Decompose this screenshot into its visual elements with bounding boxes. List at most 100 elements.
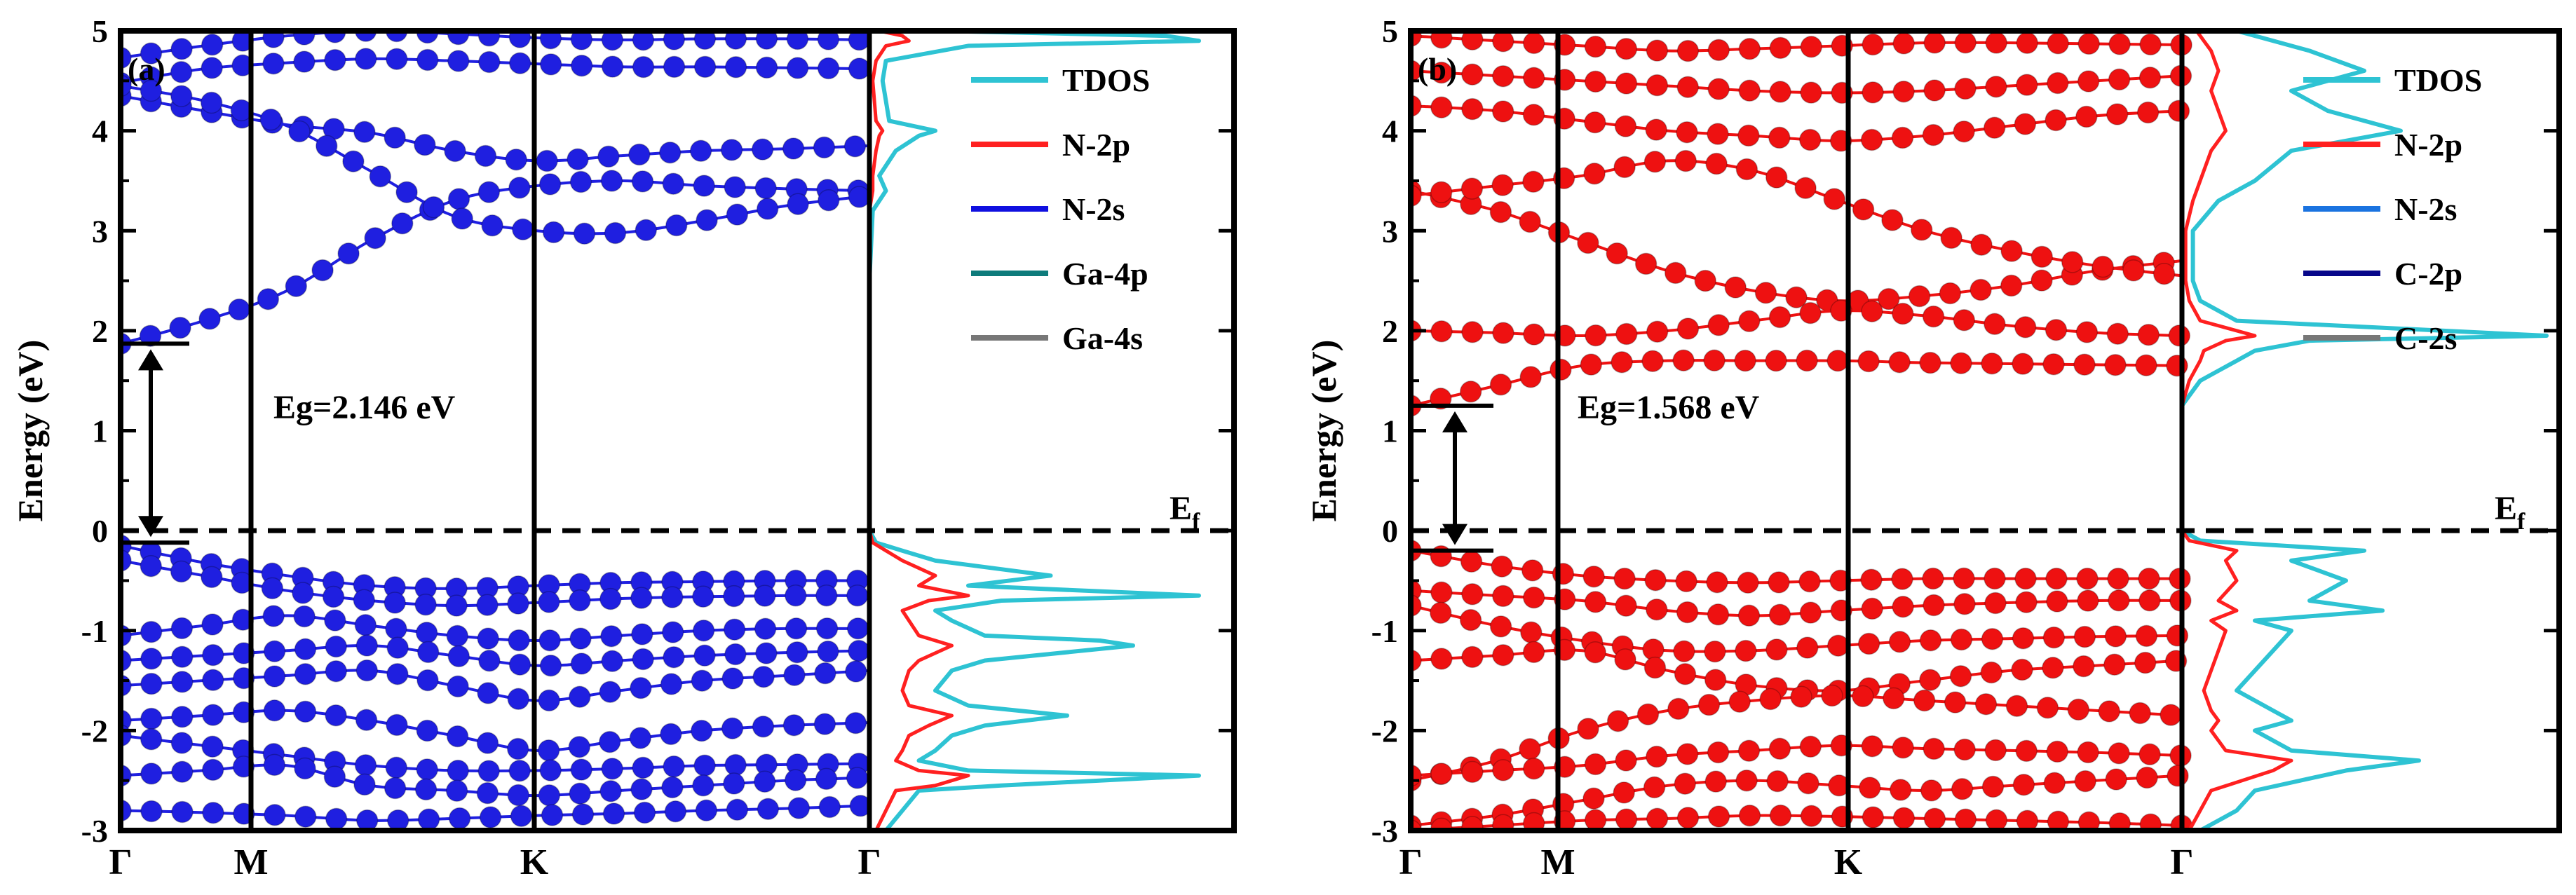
band-point xyxy=(757,798,780,821)
y-axis-title: Energy (eV) xyxy=(1304,340,1343,522)
band-point xyxy=(1862,806,1885,828)
band-point xyxy=(202,643,224,667)
band-point xyxy=(1646,320,1669,343)
legend-label: N-2p xyxy=(2394,127,2462,163)
band-point xyxy=(477,682,499,704)
band-point xyxy=(1606,709,1629,732)
band-point xyxy=(538,591,560,613)
band-point xyxy=(1954,32,1977,54)
band-point xyxy=(1707,39,1730,62)
kpoint-label: K xyxy=(1834,842,1863,882)
band-point xyxy=(2014,316,2037,339)
band-point xyxy=(1737,739,1761,763)
band-point xyxy=(1951,778,1974,800)
band-point xyxy=(386,809,409,831)
band-point xyxy=(1460,550,1483,573)
band-point xyxy=(2136,101,2160,124)
band-point xyxy=(1981,352,2003,375)
band-point xyxy=(1643,776,1666,799)
band-point xyxy=(2135,624,2158,648)
band-point xyxy=(2098,700,2120,723)
band-point xyxy=(2014,113,2037,135)
band-point xyxy=(1983,116,2006,139)
band-point xyxy=(1857,350,1880,373)
band-point xyxy=(446,624,469,648)
band-point xyxy=(2138,567,2160,590)
band-point xyxy=(1491,555,1513,578)
band-point xyxy=(2016,32,2038,55)
band-point xyxy=(508,759,531,782)
band-point xyxy=(815,767,838,791)
band-point xyxy=(355,634,379,657)
band-point xyxy=(1492,759,1514,781)
band-point xyxy=(324,609,346,631)
band-point xyxy=(663,55,686,78)
band-point xyxy=(369,165,392,188)
band-point xyxy=(1704,669,1727,691)
y-tick-label: -1 xyxy=(81,613,108,649)
band-point xyxy=(630,587,653,609)
band-point xyxy=(724,31,747,50)
band-point xyxy=(140,79,163,102)
band-point xyxy=(1704,640,1726,663)
panel-label: (b) xyxy=(1418,51,1457,87)
band-point xyxy=(140,42,163,64)
band-point xyxy=(1738,38,1761,60)
band-point xyxy=(1646,745,1668,768)
band-point xyxy=(1707,805,1730,828)
band-point xyxy=(1892,80,1915,103)
gap-arrow-head-down xyxy=(1442,524,1467,545)
band-point xyxy=(1519,210,1541,233)
band-point xyxy=(689,139,712,163)
band-point xyxy=(201,566,223,589)
band-point xyxy=(447,31,470,46)
band-point xyxy=(1754,282,1777,304)
band-point xyxy=(505,148,527,171)
band-point xyxy=(537,739,560,762)
band-point xyxy=(845,660,867,683)
band-point xyxy=(665,214,688,237)
band-point xyxy=(2014,567,2037,590)
band-point xyxy=(755,31,778,50)
band-point xyxy=(1461,31,1484,51)
band-point xyxy=(1734,349,1756,372)
band-point xyxy=(1892,32,1915,55)
band-point xyxy=(813,713,836,735)
band-point xyxy=(263,665,286,688)
band-point xyxy=(1826,349,1849,372)
band-point xyxy=(598,730,621,753)
band-point xyxy=(1674,772,1697,795)
y-tick-label: -3 xyxy=(81,813,108,849)
legend-label: N-2p xyxy=(1062,127,1130,163)
band-point xyxy=(1522,812,1545,831)
band-point xyxy=(846,617,869,640)
band-point xyxy=(2107,567,2129,590)
kpoint-label: K xyxy=(520,842,549,882)
legend-label: Ga-4s xyxy=(1062,320,1143,356)
band-point xyxy=(1796,636,1819,659)
band-point xyxy=(2108,812,2131,831)
band-point xyxy=(316,135,338,157)
band-point xyxy=(476,594,499,616)
band-point xyxy=(2103,653,2126,676)
band-point xyxy=(538,629,561,652)
band-point xyxy=(541,804,564,826)
panel-b: -3 -2 -1 0 1 2 3 4 5 Γ M K Γ Energy (eV) (b) Ef Eg=1.568… xyxy=(1304,13,2562,882)
band-point xyxy=(171,706,194,728)
band-point xyxy=(1939,282,1962,305)
band-point xyxy=(2047,32,2069,55)
band-point xyxy=(1953,567,1975,590)
band-point xyxy=(1765,638,1788,661)
band-point xyxy=(570,653,593,675)
band-point xyxy=(384,126,406,149)
band-point xyxy=(1492,585,1514,608)
band-point xyxy=(726,203,749,226)
y-tick-label: 2 xyxy=(1382,313,1398,349)
band-point xyxy=(1919,669,1941,691)
band-point xyxy=(539,759,562,781)
band-point xyxy=(1645,118,1667,141)
band-point xyxy=(1892,302,1914,325)
band-point xyxy=(293,605,316,628)
band-point xyxy=(417,808,440,831)
band-point xyxy=(1857,632,1880,655)
